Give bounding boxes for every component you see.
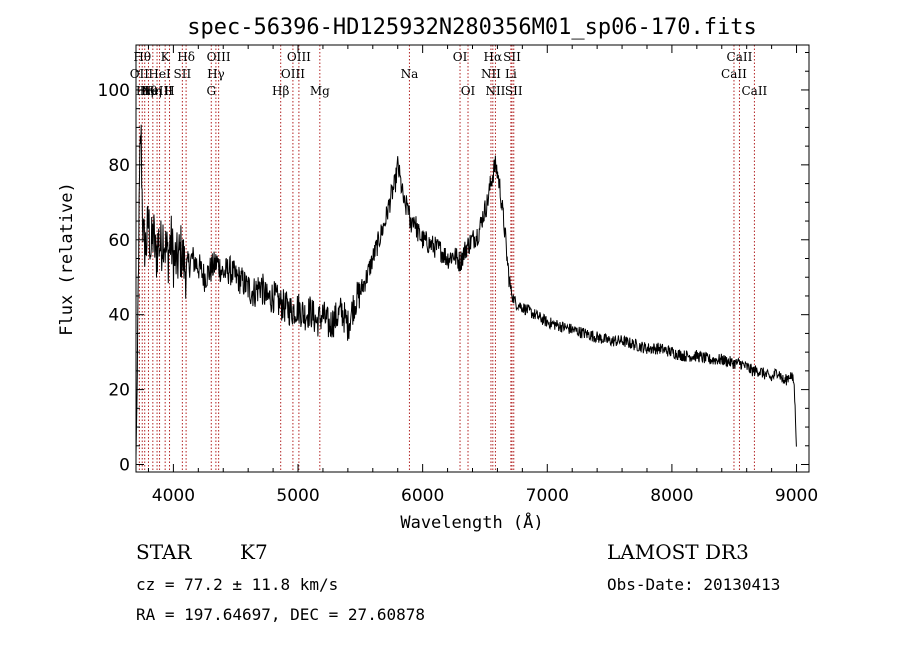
chart-title: spec-56396-HD125932N280356M01_sp06-170.f…: [187, 15, 757, 40]
spectral-line-label: K: [161, 50, 171, 64]
spectral-line-label: OIII: [281, 67, 305, 81]
spectral-line-label: Hδ: [177, 50, 195, 64]
spectral-line-label: Na: [401, 67, 419, 81]
spectral-line-label: Hη: [136, 84, 154, 98]
spectral-line-label: OIII: [287, 50, 311, 64]
spectral-line-label: Hη: [144, 84, 162, 98]
x-tick-label: 9000: [775, 486, 818, 506]
y-tick-label: 0: [119, 456, 130, 476]
x-axis-label: Wavelength (Å): [400, 511, 543, 533]
spectral-line-label: NII: [485, 84, 505, 98]
y-tick-label: 60: [108, 231, 130, 251]
obs-date: Obs-Date: 20130413: [607, 575, 780, 594]
plot-frame: [135, 44, 810, 473]
spectral-line-label: Hθ: [140, 84, 158, 98]
axis-ticks: 4000 5000 6000 7000 8000 9000 0 20 40 60 80 100: [98, 45, 818, 506]
spectral-line-label: Hγ: [207, 67, 225, 81]
y-axis-label: Flux (relative): [57, 182, 77, 336]
spectral-line-label: NII: [481, 67, 501, 81]
spectral-line-label: G: [206, 84, 216, 98]
y-tick-label: 80: [108, 156, 130, 176]
spectral-line-label: Li: [505, 67, 517, 81]
spectral-line-label: SII: [503, 50, 521, 64]
spectral-line-label: Hθ: [133, 50, 151, 64]
spectral-line-label: Hβ: [272, 84, 289, 98]
subclass: K7: [240, 540, 268, 564]
object-class: STAR: [136, 540, 192, 564]
spectral-line-label: OIII: [207, 50, 231, 64]
y-tick-label: 20: [108, 381, 130, 401]
x-tick-label: 7000: [526, 486, 569, 506]
spectral-line-label: NeIII: [141, 84, 173, 98]
spectral-line-label: SII: [174, 67, 192, 81]
spectral-line-label: SII: [505, 84, 523, 98]
x-tick-label: 4000: [152, 486, 195, 506]
spectral-line-label: H: [164, 84, 174, 98]
spectral-line-labels: OIIHθHηHθHηNeIIIHeIKHSIIHδGHγOIIIHβOIIIO…: [130, 50, 768, 98]
spectral-line-label: CaII: [721, 67, 747, 81]
spectral-line-label: CaII: [727, 50, 753, 64]
spectral-line-label: CaII: [741, 84, 767, 98]
y-tick-label: 40: [108, 306, 130, 326]
ra-dec: RA = 197.64697, DEC = 27.60878: [136, 605, 425, 624]
y-tick-label: 100: [98, 81, 130, 101]
x-tick-label: 8000: [650, 486, 693, 506]
x-tick-label: 6000: [401, 486, 444, 506]
spectral-line-label: OI: [461, 84, 476, 98]
spectral-line-label: Mg: [310, 84, 330, 98]
x-tick-label: 5000: [276, 486, 319, 506]
spectral-line-label: OI: [453, 50, 468, 64]
spectral-line-label: OII: [130, 67, 150, 81]
spectral-line-label: HeI: [148, 67, 171, 81]
spectral-line-label: Hα: [484, 50, 503, 64]
redshift-cz: cz = 77.2 ± 11.8 km/s: [136, 575, 338, 594]
survey-name: LAMOST DR3: [607, 540, 749, 564]
spectrum-line: [135, 124, 797, 458]
